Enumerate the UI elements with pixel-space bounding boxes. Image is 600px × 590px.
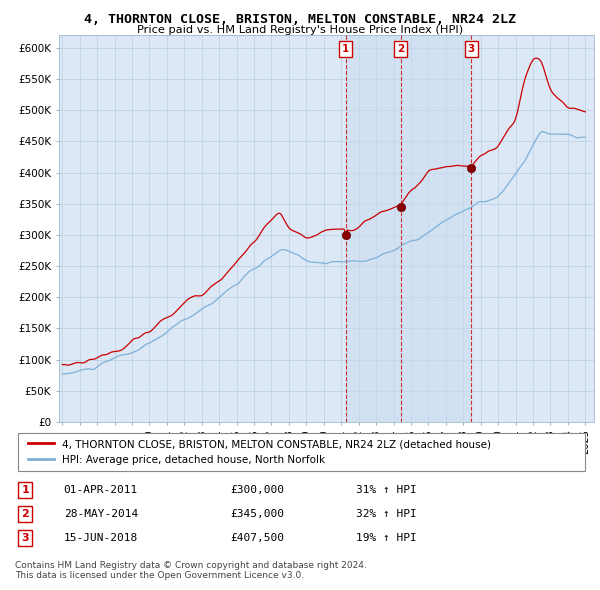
Text: 1: 1 xyxy=(342,44,349,54)
Text: 28-MAY-2014: 28-MAY-2014 xyxy=(64,509,138,519)
Legend: 4, THORNTON CLOSE, BRISTON, MELTON CONSTABLE, NR24 2LZ (detached house), HPI: Av: 4, THORNTON CLOSE, BRISTON, MELTON CONST… xyxy=(26,437,493,467)
Text: 01-APR-2011: 01-APR-2011 xyxy=(64,485,138,495)
Text: Price paid vs. HM Land Registry's House Price Index (HPI): Price paid vs. HM Land Registry's House … xyxy=(137,25,463,35)
Text: £345,000: £345,000 xyxy=(230,509,284,519)
Text: 15-JUN-2018: 15-JUN-2018 xyxy=(64,533,138,543)
Text: 32% ↑ HPI: 32% ↑ HPI xyxy=(356,509,416,519)
Text: £300,000: £300,000 xyxy=(230,485,284,495)
Text: 19% ↑ HPI: 19% ↑ HPI xyxy=(356,533,416,543)
Text: 3: 3 xyxy=(22,533,29,543)
Text: 2: 2 xyxy=(22,509,29,519)
Text: £407,500: £407,500 xyxy=(230,533,284,543)
Text: 1: 1 xyxy=(22,485,29,495)
Text: 4, THORNTON CLOSE, BRISTON, MELTON CONSTABLE, NR24 2LZ: 4, THORNTON CLOSE, BRISTON, MELTON CONST… xyxy=(84,13,516,26)
Text: 3: 3 xyxy=(467,44,475,54)
FancyBboxPatch shape xyxy=(18,433,585,471)
Bar xyxy=(346,35,471,422)
Text: 2: 2 xyxy=(397,44,404,54)
Text: 31% ↑ HPI: 31% ↑ HPI xyxy=(356,485,416,495)
Text: Contains HM Land Registry data © Crown copyright and database right 2024.: Contains HM Land Registry data © Crown c… xyxy=(15,560,367,569)
Text: This data is licensed under the Open Government Licence v3.0.: This data is licensed under the Open Gov… xyxy=(15,571,304,579)
